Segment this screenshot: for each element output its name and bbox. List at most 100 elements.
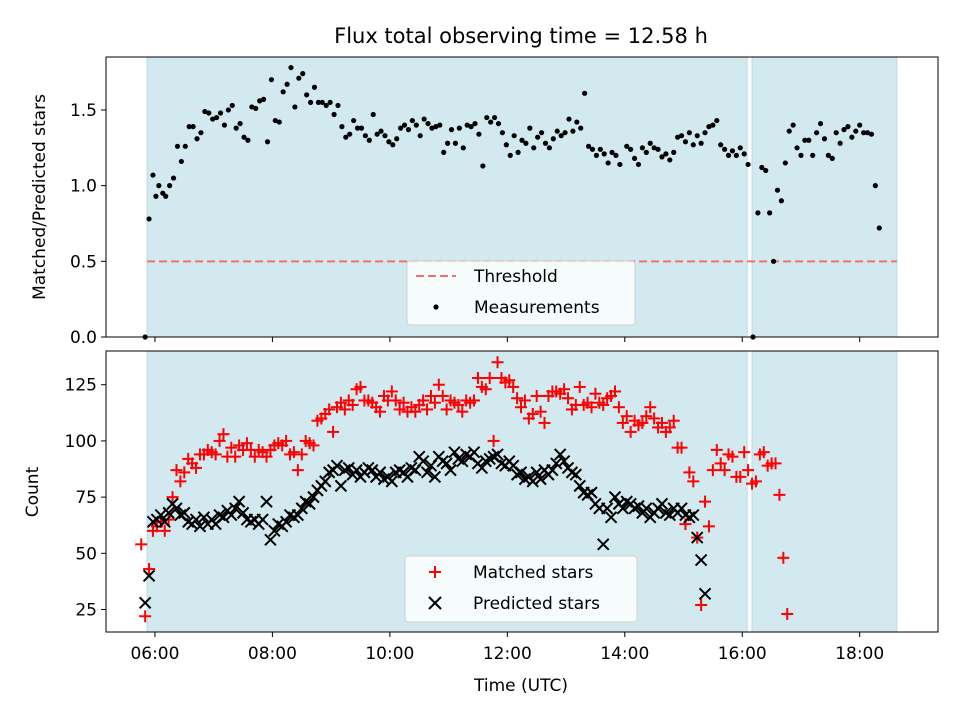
top-legend-box	[406, 260, 636, 326]
measurement-point	[480, 163, 486, 169]
measurement-point	[550, 136, 556, 142]
measurement-point	[174, 143, 181, 149]
bottom-legend: Matched stars Predicted stars	[404, 555, 638, 623]
measurement-point	[182, 143, 188, 149]
measurement-point	[631, 155, 638, 162]
predicted-star-point	[189, 513, 203, 526]
measurement-point	[221, 122, 228, 128]
measurement-point	[725, 152, 732, 158]
top-legend: Threshold Measurements	[406, 260, 636, 326]
measurement-point	[319, 99, 325, 106]
matched-star-point	[518, 394, 531, 407]
predicted-star-point	[616, 502, 630, 515]
measurement-point	[186, 124, 192, 130]
measurement-point	[343, 134, 349, 140]
measurement-point	[837, 140, 843, 146]
measurement-point	[802, 137, 808, 143]
measurement-point	[327, 99, 333, 106]
matched-star-point	[295, 448, 308, 461]
predicted-star-point	[295, 502, 308, 515]
predicted-star-point	[416, 454, 430, 468]
measurement-point	[202, 108, 208, 115]
measurement-point	[382, 133, 388, 139]
measurement-point	[300, 71, 306, 77]
matched-star-point	[757, 446, 770, 459]
matched-star-point	[166, 491, 179, 504]
predicted-star-point	[553, 448, 567, 461]
measurement-point	[237, 120, 243, 127]
measurement-point	[872, 183, 878, 189]
measurement-point	[841, 127, 847, 133]
matched-star-point	[417, 394, 430, 407]
measurement-point	[323, 102, 329, 109]
x-tick-label: 06:00	[130, 644, 179, 664]
measurement-point	[535, 134, 541, 140]
predicted-star-point	[260, 495, 273, 508]
predicted-star-point	[217, 511, 230, 524]
measurement-point	[264, 139, 271, 145]
matched-star-point	[440, 403, 453, 416]
measurement-point	[229, 102, 235, 109]
measurement-point	[647, 140, 653, 146]
predicted-star-point	[350, 463, 363, 477]
measurement-point	[210, 116, 216, 122]
measurement-point	[531, 145, 537, 151]
matched-star-point	[424, 389, 437, 402]
measurement-point	[421, 116, 427, 122]
predicted-star-point	[585, 486, 598, 499]
top-plot-frame	[105, 56, 939, 338]
predicted-star-point	[256, 513, 269, 526]
measurement-point	[276, 119, 282, 125]
measurement-point	[706, 124, 712, 130]
predicted-star-point	[444, 463, 457, 477]
measurement-point	[245, 137, 251, 143]
matched-star-point	[573, 380, 586, 393]
bottom-y-axis-label: Count	[23, 466, 43, 517]
measurement-point	[484, 114, 490, 121]
matched-star-point	[334, 396, 347, 409]
measurement-point	[755, 210, 761, 216]
matched-star-point	[585, 401, 598, 414]
measurement-point	[651, 145, 657, 151]
measurement-point	[288, 64, 294, 71]
matched-star-point	[640, 410, 653, 423]
measurement-point	[849, 134, 855, 140]
measurement-point	[817, 120, 824, 127]
matched-star-point	[695, 599, 708, 612]
measurement-point	[589, 146, 596, 152]
matched-star-point	[562, 392, 575, 405]
bottom-window-band-1	[752, 351, 897, 632]
predicted-star-point	[154, 508, 168, 522]
matched-star-point	[174, 475, 187, 488]
matched-star-point	[190, 461, 203, 474]
measurement-point	[409, 117, 415, 124]
matched-star-point	[503, 374, 516, 387]
measurement-point	[722, 146, 728, 152]
matched-star-point	[468, 394, 481, 407]
matched-star-point	[139, 610, 152, 623]
measurement-point	[394, 136, 400, 142]
measurement-point	[613, 152, 619, 158]
measurement-point	[737, 145, 743, 151]
measurement-point	[405, 127, 412, 133]
matched-star-point	[734, 470, 747, 483]
measurement-point	[150, 172, 156, 178]
bottom-y-tick-label: 100	[65, 432, 97, 452]
measurement-point	[214, 114, 220, 121]
matched-star-point	[385, 385, 398, 398]
measurement-point	[790, 122, 796, 128]
matched-star-point	[726, 450, 739, 463]
measurement-point	[643, 149, 649, 155]
matched-star-point	[170, 464, 183, 477]
predicted-star-point	[373, 466, 387, 479]
matched-star-point	[624, 425, 637, 438]
bottom-panel: 25 50 75 100 125 06:00 08:00 10:00 12:00 14:00 16…	[23, 350, 939, 696]
measurement-point	[857, 122, 863, 128]
measurement-point	[503, 142, 509, 148]
matched-star-point	[597, 398, 610, 411]
measurement-point	[476, 131, 482, 137]
measurement-point	[366, 137, 372, 143]
matched-star-point	[491, 356, 504, 369]
predicted-star-point	[640, 502, 653, 515]
matched-star-point	[471, 371, 484, 384]
